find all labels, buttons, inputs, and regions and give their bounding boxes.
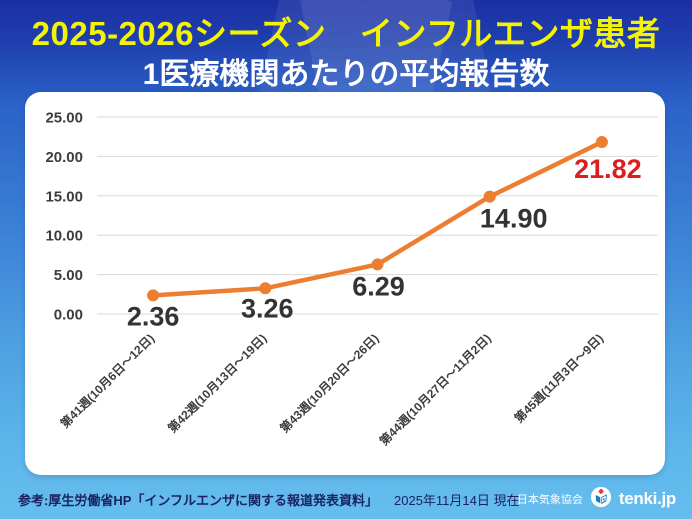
chart-card: 25.00 20.00 15.00 10.00 5.00 0.00 2.36 第41週(10月… [25,92,665,475]
data-point [483,190,496,203]
data-point [259,282,272,295]
source-text: 参考:厚生労働省HP「インフルエンザに関する報道発表資料」 [18,493,378,508]
footer-source-line: 参考:厚生労働省HP「インフルエンザに関する報道発表資料」 2025年11月14日… [18,490,520,509]
report-date: 2025年11月14日 現在 [394,493,520,508]
brand-name: tenki.jp [618,489,676,508]
y-tick-label: 5.00 [54,267,83,284]
data-value-label: 21.82 [574,154,642,184]
x-axis-label: 第44週(10月27日～11月2日) [376,331,494,449]
page-title: 2025-2026シーズン インフルエンザ患者 [31,15,661,52]
y-tick-label: 0.00 [54,307,83,324]
x-axis-label: 第43週(10月20日～26日) [277,331,382,436]
tenki-jp-logo-icon [590,486,612,513]
organization-name: 日本気象協会 [516,494,583,506]
influenza-line-chart: 25.00 20.00 15.00 10.00 5.00 0.00 2.36第41週(10月… [45,110,658,449]
data-point [371,258,384,271]
data-point [147,289,160,302]
data-value-label: 6.29 [352,271,405,301]
data-value-label: 2.36 [127,301,180,331]
y-tick-label: 20.00 [45,149,83,166]
page-subtitle: 1医療機関あたりの平均報告数 [142,58,550,91]
data-value-label: 3.26 [241,293,294,323]
x-axis-label: 第45週(11月3日～9日) [511,331,606,426]
x-axis-label: 第41週(10月6日～12日) [57,331,157,431]
y-tick-label: 15.00 [45,188,83,205]
x-axis-label: 第42週(10月13日～19日) [164,331,269,436]
data-point [595,136,608,149]
y-tick-label: 25.00 [45,110,83,127]
y-tick-label: 10.00 [45,228,83,245]
brand-block: 日本気象協会 tenki.jp [516,486,676,513]
data-value-label: 14.90 [480,204,548,234]
